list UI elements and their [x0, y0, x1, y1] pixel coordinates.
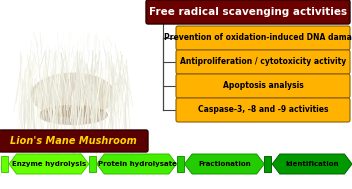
Polygon shape	[9, 154, 89, 174]
Text: Apoptosis analysis: Apoptosis analysis	[222, 81, 303, 91]
Ellipse shape	[38, 105, 108, 125]
FancyBboxPatch shape	[176, 74, 350, 98]
Text: Fractionation: Fractionation	[199, 161, 251, 167]
Text: Enzyme hydrolysis: Enzyme hydrolysis	[12, 161, 86, 167]
Bar	[264, 156, 271, 172]
FancyBboxPatch shape	[176, 50, 350, 74]
Bar	[1, 2, 146, 132]
Ellipse shape	[31, 73, 115, 118]
FancyBboxPatch shape	[176, 98, 350, 122]
Bar	[89, 156, 96, 172]
Text: Free radical scavenging activities: Free radical scavenging activities	[149, 7, 347, 17]
Text: Identification: Identification	[286, 161, 339, 167]
FancyBboxPatch shape	[0, 130, 148, 152]
Text: Protein hydrolysate: Protein hydrolysate	[98, 161, 176, 167]
Text: Caspase-3, -8 and -9 activities: Caspase-3, -8 and -9 activities	[198, 105, 328, 115]
Text: Antiproliferation / cytotoxicity activity: Antiproliferation / cytotoxicity activit…	[180, 57, 346, 67]
FancyBboxPatch shape	[176, 26, 350, 50]
Polygon shape	[184, 154, 264, 174]
Bar	[1, 156, 8, 172]
Bar	[176, 156, 183, 172]
Text: Lion's Mane Mushroom: Lion's Mane Mushroom	[10, 136, 137, 146]
Text: Prevention of oxidation-induced DNA damage: Prevention of oxidation-induced DNA dama…	[164, 33, 352, 43]
Polygon shape	[97, 154, 176, 174]
Polygon shape	[272, 154, 352, 174]
FancyBboxPatch shape	[146, 0, 350, 24]
